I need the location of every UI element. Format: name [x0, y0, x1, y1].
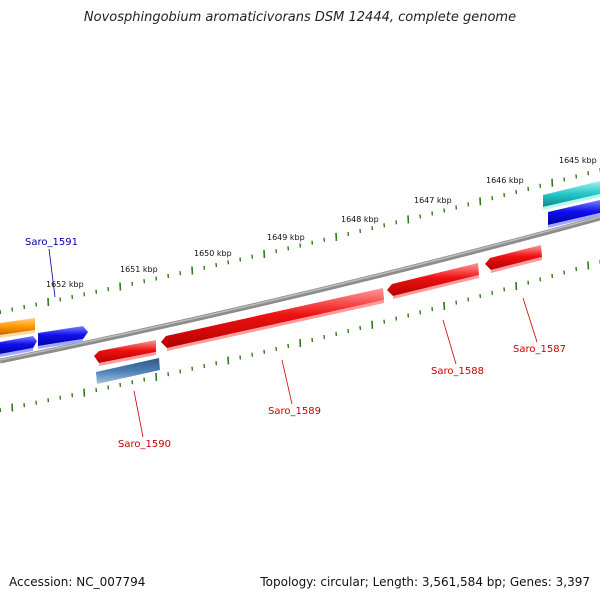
scale-label-1652: 1652 kbp: [46, 280, 84, 289]
scale-label-1650: 1650 kbp: [194, 249, 232, 258]
map-title: Novosphingobium aromaticivorans DSM 1244…: [83, 10, 517, 25]
scale-label-1649: 1649 kbp: [267, 233, 305, 242]
gene-saro-1591[interactable]: [38, 326, 88, 349]
gene-label-saro-1588[interactable]: Saro_1588: [431, 366, 484, 377]
leader-saro-1590: [133, 390, 144, 438]
genome-backbone-highlight: [0, 216, 600, 361]
scale-label-1648: 1648 kbp: [341, 215, 379, 224]
gene-label-saro-1591[interactable]: Saro_1591: [25, 237, 78, 248]
gene-saro-1588[interactable]: [387, 263, 479, 299]
accession-info: Accession: NC_007794: [9, 575, 145, 589]
gene-saro-1589[interactable]: [161, 288, 384, 351]
accession-value: NC_007794: [76, 575, 146, 589]
gene-saro-1590[interactable]: [96, 358, 160, 384]
scale-label-1645: 1645 kbp: [559, 156, 597, 165]
gene-saro-1590-red[interactable]: [94, 340, 156, 366]
gene-saro-1587[interactable]: [485, 245, 542, 273]
gene-forward-blue-left[interactable]: [0, 336, 37, 357]
gene-forward-blue-right[interactable]: [548, 200, 600, 228]
scale-label-1647: 1647 kbp: [414, 196, 452, 205]
gene-forward-orange[interactable]: [0, 318, 35, 338]
leader-saro-1588: [442, 319, 457, 365]
gene-label-saro-1587[interactable]: Saro_1587: [513, 344, 566, 355]
leader-saro-1591: [48, 248, 56, 298]
leader-saro-1589: [281, 359, 293, 405]
gene-label-saro-1589[interactable]: Saro_1589: [268, 406, 321, 417]
gene-forward-cyan[interactable]: [543, 181, 600, 210]
topology-info: Topology: circular; Length: 3,561,584 bp…: [260, 575, 590, 589]
outer-scale-ticks: [0, 168, 600, 315]
inner-scale-ticks: [0, 260, 600, 413]
leader-saro-1587: [522, 297, 538, 343]
accession-label: Accession:: [9, 575, 73, 589]
scale-label-1651: 1651 kbp: [120, 265, 158, 274]
scale-label-1646: 1646 kbp: [486, 176, 524, 185]
genome-backbone: [0, 215, 600, 364]
gene-label-saro-1590[interactable]: Saro_1590: [118, 439, 171, 450]
